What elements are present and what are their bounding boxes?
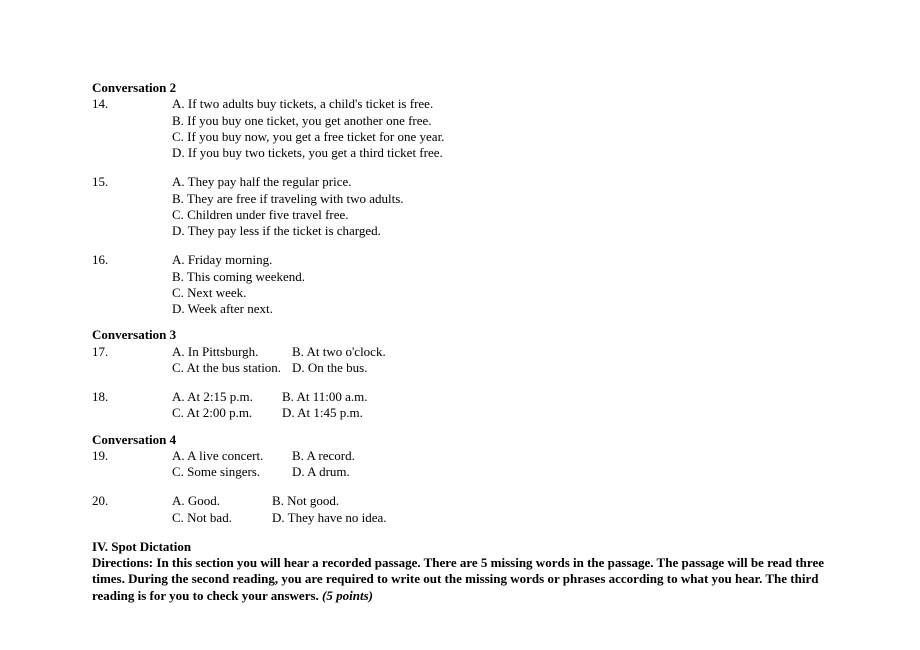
question-options: A. If two adults buy tickets, a child's … (172, 96, 920, 161)
option: A. A live concert. (172, 448, 292, 464)
option: B. Not good. (272, 493, 392, 509)
conversation-title: Conversation 2 (92, 80, 920, 96)
exam-page: Conversation 214.A. If two adults buy ti… (0, 0, 920, 604)
option: D. On the bus. (292, 360, 412, 376)
option: C. At the bus station. (172, 360, 292, 376)
question: 17.A. In Pittsburgh.B. At two o'clock.C.… (92, 344, 920, 377)
question-options: A. A live concert.B. A record.C. Some si… (172, 448, 920, 481)
directions-text: Directions: In this section you will hea… (92, 555, 842, 604)
question-number: 18. (92, 389, 172, 422)
option-row: C. Not bad.D. They have no idea. (172, 510, 920, 526)
conversation-title: Conversation 4 (92, 432, 920, 448)
option: B. This coming weekend. (172, 269, 920, 285)
option-row: A. In Pittsburgh.B. At two o'clock. (172, 344, 920, 360)
option: B. A record. (292, 448, 412, 464)
option: D. At 1:45 p.m. (282, 405, 402, 421)
option: A. Friday morning. (172, 252, 920, 268)
directions-body: Directions: In this section you will hea… (92, 555, 824, 603)
option: D. They have no idea. (272, 510, 392, 526)
option: C. Not bad. (172, 510, 272, 526)
question: 20.A. Good.B. Not good.C. Not bad.D. The… (92, 493, 920, 526)
option: D. If you buy two tickets, you get a thi… (172, 145, 920, 161)
question-number: 17. (92, 344, 172, 377)
question: 14.A. If two adults buy tickets, a child… (92, 96, 920, 161)
spacer (92, 161, 920, 174)
spacer (92, 239, 920, 252)
points-label: (5 points) (319, 588, 373, 603)
option-row: C. Some singers.D. A drum. (172, 464, 920, 480)
option: A. At 2:15 p.m. (172, 389, 282, 405)
option: C. Next week. (172, 285, 920, 301)
option-row: C. At 2:00 p.m.D. At 1:45 p.m. (172, 405, 920, 421)
question-options: A. At 2:15 p.m.B. At 11:00 a.m.C. At 2:0… (172, 389, 920, 422)
question: 15.A. They pay half the regular price.B.… (92, 174, 920, 239)
conversation-title: Conversation 3 (92, 327, 920, 343)
option: D. They pay less if the ticket is charge… (172, 223, 920, 239)
option: A. In Pittsburgh. (172, 344, 292, 360)
option: D. Week after next. (172, 301, 920, 317)
option: C. Some singers. (172, 464, 292, 480)
option: B. If you buy one ticket, you get anothe… (172, 113, 920, 129)
question-number: 19. (92, 448, 172, 481)
option: B. At 11:00 a.m. (282, 389, 402, 405)
question: 18.A. At 2:15 p.m.B. At 11:00 a.m.C. At … (92, 389, 920, 422)
spacer (92, 376, 920, 389)
question-number: 16. (92, 252, 172, 317)
option: B. At two o'clock. (292, 344, 412, 360)
spot-dictation-title: IV. Spot Dictation (92, 539, 920, 555)
spacer (92, 480, 920, 493)
option: C. Children under five travel free. (172, 207, 920, 223)
option-row: A. A live concert.B. A record. (172, 448, 920, 464)
question: 16.A. Friday morning.B. This coming week… (92, 252, 920, 317)
question-number: 20. (92, 493, 172, 526)
question: 19.A. A live concert.B. A record.C. Some… (92, 448, 920, 481)
option-row: A. Good.B. Not good. (172, 493, 920, 509)
option-row: C. At the bus station.D. On the bus. (172, 360, 920, 376)
option: A. If two adults buy tickets, a child's … (172, 96, 920, 112)
option: C. If you buy now, you get a free ticket… (172, 129, 920, 145)
option-row: A. At 2:15 p.m.B. At 11:00 a.m. (172, 389, 920, 405)
option: A. They pay half the regular price. (172, 174, 920, 190)
question-options: A. In Pittsburgh.B. At two o'clock.C. At… (172, 344, 920, 377)
question-number: 14. (92, 96, 172, 161)
option: A. Good. (172, 493, 272, 509)
option: D. A drum. (292, 464, 412, 480)
option: C. At 2:00 p.m. (172, 405, 282, 421)
question-options: A. Friday morning.B. This coming weekend… (172, 252, 920, 317)
question-number: 15. (92, 174, 172, 239)
question-options: A. Good.B. Not good.C. Not bad.D. They h… (172, 493, 920, 526)
question-options: A. They pay half the regular price.B. Th… (172, 174, 920, 239)
option: B. They are free if traveling with two a… (172, 191, 920, 207)
